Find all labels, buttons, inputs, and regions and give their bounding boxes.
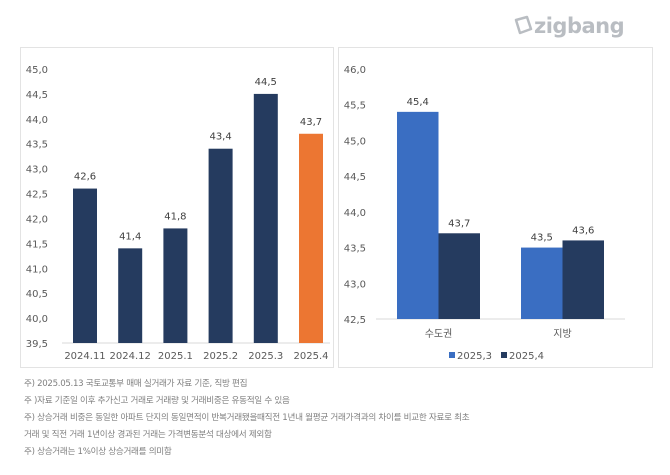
data-label: 43,6 bbox=[572, 225, 594, 236]
y-tick-label: 41,5 bbox=[26, 239, 48, 250]
bar bbox=[299, 133, 323, 343]
x-tick-label: 2025.1 bbox=[158, 351, 193, 362]
data-label: 43,7 bbox=[448, 218, 470, 229]
data-label: 45,4 bbox=[407, 97, 429, 108]
y-tick-label: 41,0 bbox=[26, 264, 48, 275]
data-label: 41,8 bbox=[164, 211, 186, 222]
legend-swatch bbox=[449, 352, 455, 358]
bar-2025.4 bbox=[562, 240, 604, 319]
x-tick-label: 2025.3 bbox=[248, 351, 283, 362]
legend-label: 2025,4 bbox=[509, 351, 544, 362]
footnote: 거래 및 직전 거래 1년이상 경과된 거래는 가격변동분석 대상에서 제외함 bbox=[24, 430, 272, 440]
data-label: 43,7 bbox=[300, 117, 322, 128]
brand-text: zigbang bbox=[534, 14, 625, 38]
x-tick-label: 지방 bbox=[553, 328, 571, 340]
footnote: 주) 상승거래는 1%이상 상승거래를 의미함 bbox=[24, 447, 172, 457]
y-tick-label: 43,0 bbox=[344, 279, 366, 290]
y-tick-label: 44,0 bbox=[26, 115, 48, 126]
footnotes: 주) 2025.05.13 국토교통부 매매 실거래가 자료 기준, 직방 편집… bbox=[24, 376, 470, 461]
bar bbox=[118, 248, 143, 343]
y-tick-label: 46,0 bbox=[344, 65, 366, 76]
footnote: 주) 상승거래 비중은 동일한 아파트 단지의 동일면적이 반복거래됐을때직전 … bbox=[24, 413, 470, 423]
y-tick-label: 43,5 bbox=[344, 244, 366, 255]
y-tick-label: 42,5 bbox=[344, 315, 366, 326]
y-tick-label: 45,5 bbox=[344, 101, 366, 112]
x-tick-label: 수도권 bbox=[425, 328, 453, 340]
y-tick-label: 43,0 bbox=[26, 165, 48, 176]
left-chart-frame bbox=[20, 47, 334, 368]
legend-label: 2025,3 bbox=[457, 351, 492, 362]
y-tick-label: 43,5 bbox=[26, 140, 48, 151]
y-tick-label: 40,5 bbox=[26, 289, 48, 300]
footnote: 주) 2025.05.13 국토교통부 매매 실거래가 자료 기준, 직방 편집 bbox=[24, 379, 248, 389]
y-tick-label: 42,5 bbox=[26, 190, 48, 201]
bar-2025.4 bbox=[438, 233, 480, 319]
y-tick-label: 44,5 bbox=[344, 172, 366, 183]
logo-icon bbox=[514, 15, 533, 35]
zigbang-logo: zigbang bbox=[512, 14, 625, 38]
y-tick-label: 40,0 bbox=[26, 314, 48, 325]
y-tick-label: 44,0 bbox=[344, 208, 366, 219]
y-tick-label: 45,0 bbox=[344, 136, 366, 147]
y-tick-label: 45,0 bbox=[26, 65, 48, 76]
x-tick-label: 2024.12 bbox=[110, 351, 151, 362]
y-tick-label: 44,5 bbox=[26, 90, 48, 101]
bar bbox=[73, 188, 97, 343]
data-label: 44,5 bbox=[255, 77, 277, 88]
bar bbox=[163, 228, 188, 343]
footnote: 주 )자료 기준일 이후 추가신고 거래로 거래량 및 거래비중은 유동적일 수… bbox=[24, 396, 290, 406]
data-label: 41,4 bbox=[119, 231, 141, 242]
bar-2025.3 bbox=[397, 111, 439, 319]
data-label: 43,5 bbox=[531, 233, 553, 244]
right-chart-frame bbox=[338, 47, 653, 368]
bar-2025.3 bbox=[521, 247, 563, 319]
x-tick-label: 2025.4 bbox=[294, 351, 329, 362]
x-tick-label: 2024.11 bbox=[64, 351, 105, 362]
legend-swatch bbox=[501, 352, 507, 358]
x-tick-label: 2025.2 bbox=[203, 351, 238, 362]
data-label: 42,6 bbox=[74, 172, 96, 183]
bar bbox=[253, 93, 278, 343]
bar bbox=[208, 148, 233, 343]
y-tick-label: 39,5 bbox=[26, 339, 48, 350]
y-tick-label: 42,0 bbox=[26, 214, 48, 225]
data-label: 43,4 bbox=[209, 132, 231, 143]
